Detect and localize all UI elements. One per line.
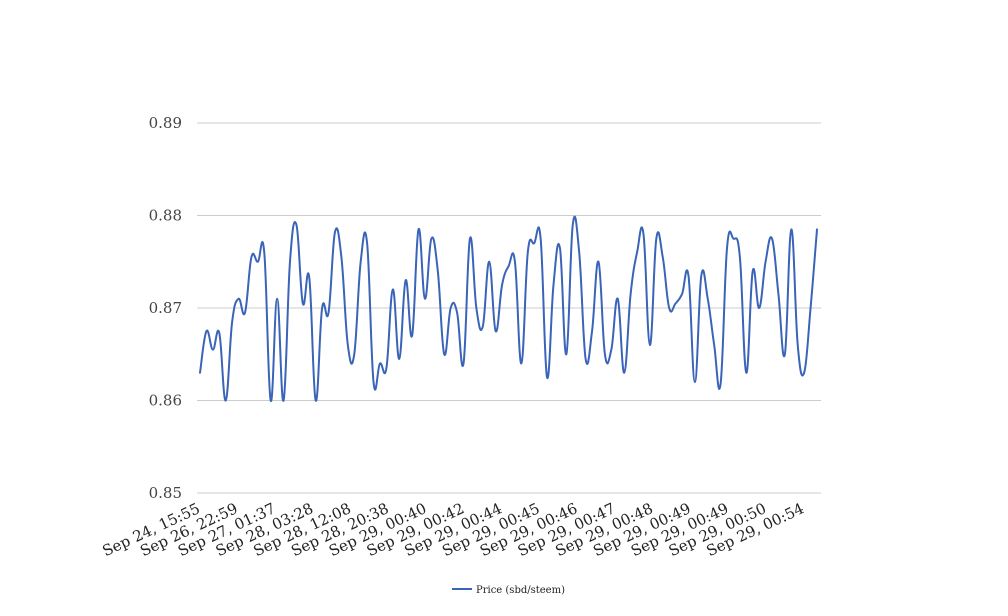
legend: Price (sbd/steem) — [452, 585, 565, 596]
y-tick-label: 0.85 — [149, 484, 182, 502]
gridlines — [197, 122, 821, 494]
y-tick-label: 0.86 — [149, 392, 182, 410]
series-line-price — [199, 215, 818, 402]
legend-label: Price (sbd/steem) — [476, 585, 565, 596]
y-tick-label: 0.89 — [149, 114, 182, 132]
series-layer — [199, 215, 818, 402]
y-tick-label: 0.88 — [149, 207, 182, 225]
y-axis-ticks: 0.85 0.86 0.87 0.88 0.89 — [149, 114, 182, 502]
y-tick-label: 0.87 — [149, 299, 182, 317]
